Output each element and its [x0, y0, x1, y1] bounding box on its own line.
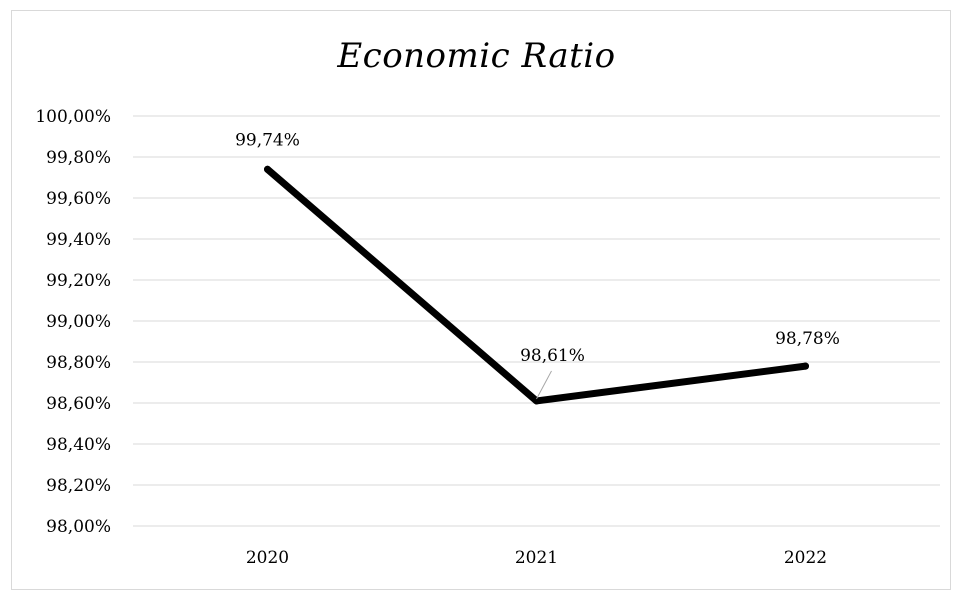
y-tick-label: 98,20% [46, 476, 111, 496]
data-label: 98,61% [520, 346, 585, 366]
y-tick-label: 99,40% [46, 230, 111, 250]
x-tick-label: 2022 [784, 548, 827, 568]
data-label: 98,78% [775, 329, 840, 349]
gridlines [133, 115, 940, 527]
data-label: 99,74% [235, 130, 300, 150]
x-tick-label: 2021 [515, 548, 558, 568]
y-tick-label: 99,60% [46, 189, 111, 209]
x-tick-label: 2020 [246, 548, 289, 568]
chart-frame [11, 10, 951, 590]
y-axis-ticks: 98,00% 98,20% 98,40% 98,60% 98,80% 99,00% 99,2… [35, 107, 111, 537]
y-tick-label: 99,20% [46, 271, 111, 291]
chart-title: Economic Ratio [337, 36, 616, 76]
data-point [802, 362, 809, 370]
x-axis-ticks: 2020 2021 2022 [246, 548, 827, 568]
y-tick-label: 98,80% [46, 353, 111, 373]
data-point [264, 165, 271, 173]
series-line [264, 165, 809, 405]
y-tick-label: 99,00% [46, 312, 111, 332]
y-tick-label: 100,00% [35, 107, 111, 127]
leader-line [536, 370, 552, 400]
data-point [533, 397, 540, 405]
y-tick-label: 98,60% [46, 394, 111, 414]
y-tick-label: 98,00% [46, 517, 111, 537]
data-labels: 99,74% 98,61% 98,78% [235, 130, 840, 400]
y-tick-label: 98,40% [46, 435, 111, 455]
series-layer [264, 165, 809, 405]
y-tick-label: 99,80% [46, 148, 111, 168]
